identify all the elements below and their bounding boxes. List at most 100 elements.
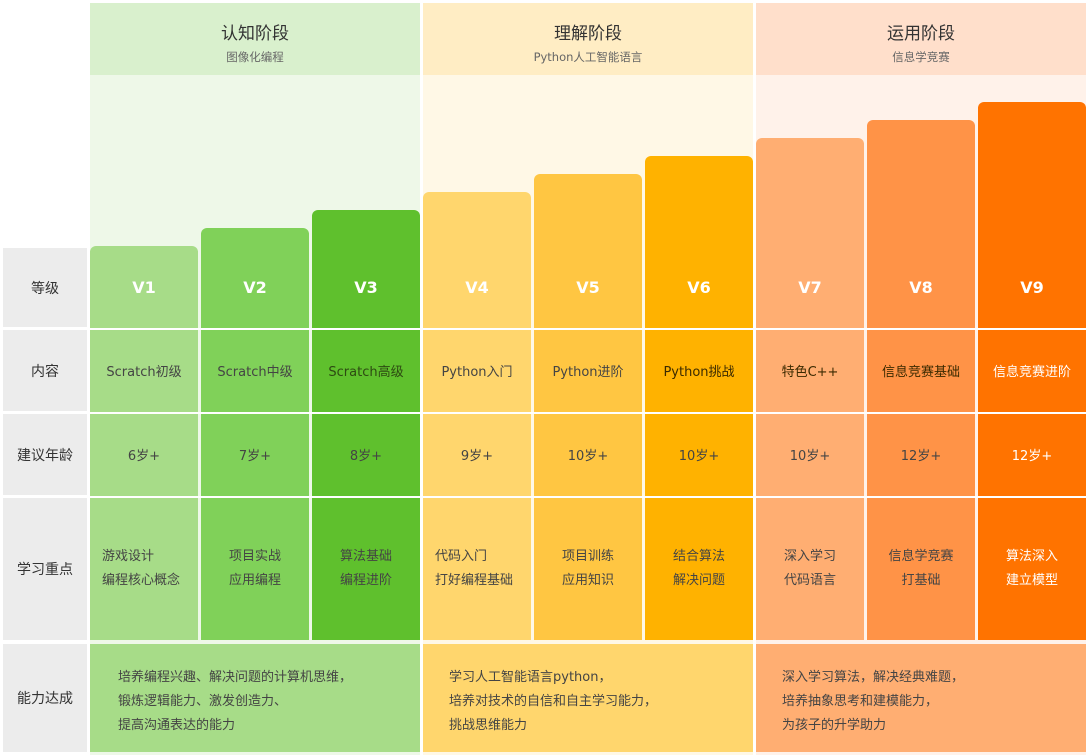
column-gap (642, 246, 645, 640)
ability-line: 挑战思维能力 (449, 718, 528, 733)
level-focus: 代码入门打好编程基础 (423, 498, 531, 640)
level-content: Scratch初级 (106, 365, 182, 380)
column-gap (198, 246, 201, 640)
level-age: 12岁+ (1011, 449, 1053, 464)
row-label-level: 等级 (3, 248, 87, 327)
level-bar (312, 210, 420, 640)
level-content: Scratch高级 (328, 365, 404, 380)
row-label-age: 建议年龄 (3, 414, 87, 495)
focus-line: 深入学习 (783, 549, 836, 564)
level-age: 10岁+ (678, 449, 720, 464)
ability-line: 培养抽象思考和建模能力， (782, 694, 939, 709)
level-focus: 算法深入 建立模型 (978, 498, 1086, 640)
focus-line: 信息学竞赛 (888, 549, 954, 564)
ability-line: 深入学习算法，解决经典难题， (782, 670, 965, 685)
row-label-content: 内容 (3, 330, 87, 411)
column-gap (531, 246, 534, 640)
ability-line: 培养编程兴趣、解决问题的计算机思维， (118, 670, 353, 685)
ability-line: 培养对技术的自信和自主学习能力， (449, 694, 658, 709)
focus-line: 游戏设计 (102, 549, 155, 564)
level-age: 8岁+ (349, 449, 383, 464)
stage-subtitle: 信息学竞赛 (892, 50, 950, 64)
level-name: V3 (354, 278, 378, 297)
level-name: V8 (909, 278, 933, 297)
level-content: Python入门 (441, 365, 513, 380)
focus-line: 算法深入 (1005, 549, 1058, 564)
level-bar (423, 192, 531, 640)
focus-line: 打基础 (901, 573, 941, 588)
row-label-ability: 能力达成 (3, 644, 87, 752)
stage-header: 认知阶段 图像化编程 (90, 3, 420, 75)
level-content: Scratch中级 (217, 365, 293, 380)
focus-line: 建立模型 (1005, 573, 1058, 588)
level-name: V7 (798, 278, 822, 297)
ability-line: 学习人工智能语言python， (449, 670, 612, 685)
stage-title: 认知阶段 (221, 24, 289, 44)
column-gap (975, 246, 978, 640)
column-gap (753, 246, 756, 640)
level-age: 7岁+ (238, 449, 272, 464)
level-focus: 项目实战 应用编程 (201, 498, 309, 640)
level-focus: 游戏设计编程核心概念 (90, 498, 198, 640)
level-bar (90, 246, 198, 640)
level-focus: 结合算法 解决问题 (645, 498, 753, 640)
level-content: Python进阶 (552, 365, 624, 380)
column-gap (864, 246, 867, 640)
ability-panel: 培养编程兴趣、解决问题的计算机思维， 锻炼逻辑能力、激发创造力、 提高沟通表达的能力 (90, 644, 420, 752)
stage-header: 运用阶段 信息学竞赛 (756, 3, 1086, 75)
stage-title: 理解阶段 (554, 24, 622, 44)
stage-title: 运用阶段 (887, 24, 955, 44)
level-focus: 项目训练 应用知识 (534, 498, 642, 640)
level-name: V9 (1020, 278, 1044, 297)
level-name: V4 (465, 278, 489, 297)
level-name: V6 (687, 278, 711, 297)
focus-line: 应用编程 (228, 573, 281, 588)
stage-header: 理解阶段 Python人工智能语言 (423, 3, 753, 75)
row-divider (90, 327, 1086, 330)
focus-line: 代码语言 (783, 573, 836, 588)
level-age: 12岁+ (900, 449, 942, 464)
column-gap (420, 246, 423, 640)
level-content: 特色C++ (781, 365, 839, 380)
focus-line: 编程进阶 (339, 573, 392, 588)
column-gap (309, 246, 312, 640)
focus-line: 结合算法 (672, 549, 725, 564)
level-name: V2 (243, 278, 267, 297)
focus-line: 项目训练 (561, 549, 614, 564)
level-bar (756, 138, 864, 640)
focus-line: 解决问题 (672, 573, 725, 588)
row-divider (90, 411, 1086, 414)
level-content: 信息竞赛基础 (881, 365, 960, 380)
level-age: 10岁+ (567, 449, 609, 464)
focus-line: 编程核心概念 (102, 573, 181, 588)
level-name: V5 (576, 278, 600, 297)
level-age: 9岁+ (460, 449, 494, 464)
level-content: 信息竞赛进阶 (992, 365, 1071, 380)
level-focus: 信息学竞赛 打基础 (867, 498, 975, 640)
ability-line: 锻炼逻辑能力、激发创造力、 (118, 694, 288, 709)
level-age: 6岁+ (127, 449, 161, 464)
level-focus: 深入学习 代码语言 (756, 498, 864, 640)
ability-line: 为孩子的升学助力 (782, 718, 887, 733)
level-bar (978, 102, 1086, 640)
level-focus: 算法基础 编程进阶 (312, 498, 420, 640)
level-bar (201, 228, 309, 640)
row-divider (90, 495, 1086, 498)
level-age: 10岁+ (789, 449, 831, 464)
ability-panel: 学习人工智能语言python， 培养对技术的自信和自主学习能力， 挑战思维能力 (423, 644, 753, 752)
stage-subtitle: 图像化编程 (226, 50, 284, 64)
level-content: Python挑战 (663, 365, 735, 380)
focus-line: 代码入门 (435, 549, 488, 564)
level-name: V1 (132, 278, 156, 297)
focus-line: 算法基础 (339, 549, 392, 564)
focus-line: 项目实战 (228, 549, 281, 564)
focus-line: 应用知识 (561, 573, 614, 588)
ability-panel: 深入学习算法，解决经典难题， 培养抽象思考和建模能力， 为孩子的升学助力 (756, 644, 1086, 752)
stage-subtitle: Python人工智能语言 (533, 50, 643, 64)
row-label-focus: 学习重点 (3, 498, 87, 640)
level-bar (867, 120, 975, 640)
ability-line: 提高沟通表达的能力 (118, 718, 236, 733)
focus-line: 打好编程基础 (435, 573, 514, 588)
level-bar (534, 174, 642, 640)
level-bar (645, 156, 753, 640)
